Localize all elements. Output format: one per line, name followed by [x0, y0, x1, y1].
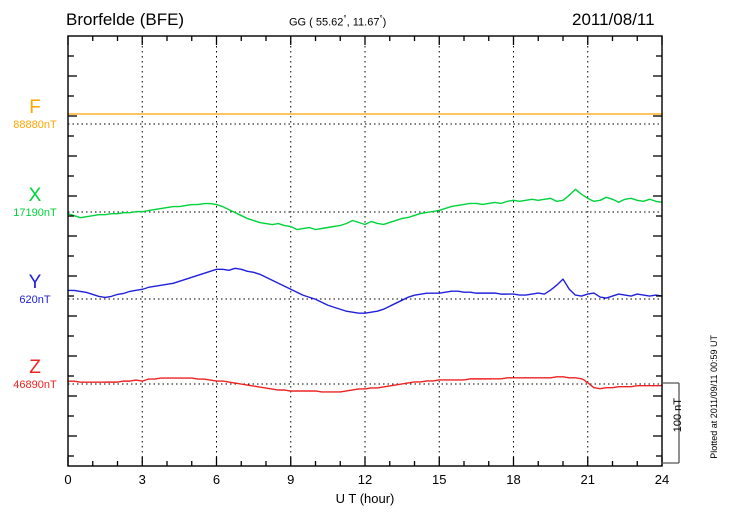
scale-bar-label: 100 nT [672, 398, 684, 433]
x-tick-label-9: 9 [287, 472, 295, 487]
x-tick-label-12: 12 [357, 472, 373, 487]
component-baseline-value: 620nT [19, 294, 51, 306]
x-tick-label-0: 0 [64, 472, 72, 487]
component-label-y: Y 620nT [4, 273, 66, 307]
page-title: Brorfelde (BFE) [66, 10, 185, 29]
x-tick-label-15: 15 [432, 472, 447, 487]
component-symbol: Y [28, 272, 42, 293]
x-tick-label-3: 3 [138, 472, 146, 487]
trace-x [67, 188, 663, 231]
component-symbol: Z [29, 357, 41, 378]
component-baseline-value: 46890nT [13, 379, 57, 391]
x-tick-label-24: 24 [654, 472, 670, 487]
component-label-f: F 88880nT [4, 98, 66, 132]
component-label-z: Z 46890nT [4, 358, 66, 392]
observation-date: 2011/08/11 [572, 10, 655, 29]
geographic-coordinates: GG ( 55.62°, 11.67°) [289, 14, 387, 29]
x-tick-label-6: 6 [212, 472, 221, 487]
trace-y [67, 267, 663, 314]
plot-frame [67, 35, 663, 467]
x-tick-label-18: 18 [506, 472, 521, 487]
component-label-x: X 17190nT [4, 186, 66, 220]
trace-layer [67, 113, 663, 393]
component-symbol: X [28, 185, 42, 206]
component-baseline-value: 88880nT [13, 119, 57, 131]
trace-z [67, 376, 663, 393]
component-baseline-value: 17190nT [13, 207, 57, 219]
scale-bar [661, 382, 680, 464]
baseline-layer [68, 123, 662, 385]
grid-layer [141, 36, 589, 466]
component-symbol: F [29, 97, 41, 118]
x-tick-label-21: 21 [580, 472, 595, 487]
plot-timestamp: Plotted at 2011/09/11 00:59 UT [709, 335, 719, 459]
x-axis-title: U T (hour) [335, 491, 395, 506]
